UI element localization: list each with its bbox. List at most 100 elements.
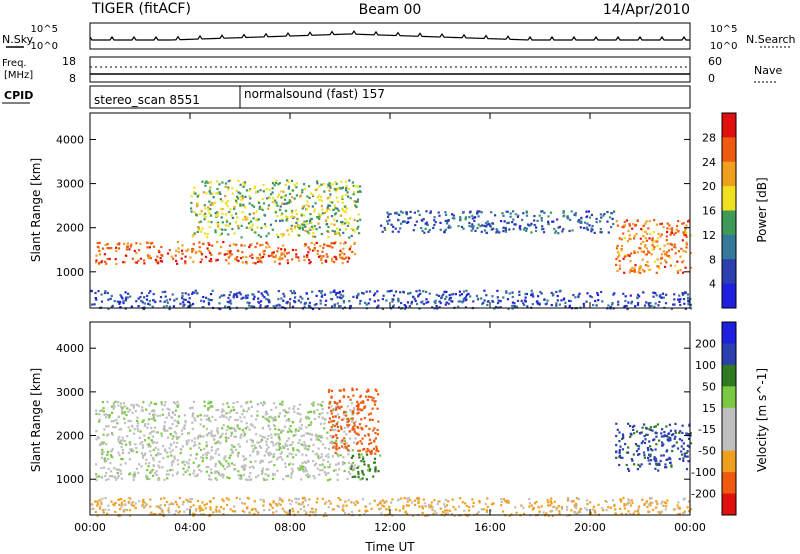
heatmap-cell <box>349 409 352 412</box>
heatmap-cell <box>301 226 304 229</box>
heatmap-cell <box>607 304 610 307</box>
heatmap-cell <box>120 477 123 480</box>
heatmap-cell <box>683 511 686 514</box>
heatmap-cell <box>365 425 368 428</box>
heatmap-cell <box>645 253 648 256</box>
heatmap-cell <box>689 508 692 511</box>
heatmap-cell <box>350 463 353 466</box>
heatmap-cell <box>137 259 140 262</box>
heatmap-cell <box>172 257 175 260</box>
heatmap-cell <box>636 468 639 471</box>
heatmap-cell <box>226 466 229 469</box>
heatmap-cell <box>306 230 309 233</box>
heatmap-cell <box>246 296 249 299</box>
heatmap-cell <box>623 271 626 274</box>
heatmap-cell <box>516 299 520 302</box>
heatmap-cell <box>397 297 400 300</box>
power-ytick-label: 4000 <box>56 133 84 146</box>
heatmap-cell <box>340 187 343 190</box>
heatmap-cell <box>335 405 338 408</box>
heatmap-cell <box>332 508 335 511</box>
heatmap-cell <box>348 300 351 303</box>
heatmap-cell <box>277 444 280 447</box>
heatmap-cell <box>336 422 339 425</box>
heatmap-cell <box>232 296 235 299</box>
heatmap-cell <box>192 249 195 252</box>
heatmap-cell <box>121 408 124 411</box>
heatmap-cell <box>339 296 342 299</box>
heatmap-cell <box>230 432 233 435</box>
heatmap-cell <box>317 447 320 450</box>
heatmap-cell <box>166 469 169 472</box>
heatmap-cell <box>229 416 232 419</box>
heatmap-cell <box>627 467 630 470</box>
heatmap-cell <box>310 438 313 441</box>
heatmap-cell <box>155 470 158 473</box>
heatmap-cell <box>608 216 612 219</box>
heatmap-cell <box>263 253 266 256</box>
heatmap-cell <box>254 245 257 249</box>
heatmap-cell <box>162 305 165 308</box>
heatmap-cell <box>236 424 239 427</box>
heatmap-cell <box>368 469 371 472</box>
heatmap-cell <box>323 243 326 246</box>
heatmap-cell <box>511 304 514 307</box>
heatmap-cell <box>280 253 283 256</box>
heatmap-cell <box>307 475 310 479</box>
heatmap-cell <box>312 227 315 231</box>
heatmap-cell <box>119 306 122 309</box>
heatmap-cell <box>246 425 249 429</box>
heatmap-cell <box>169 444 172 447</box>
heatmap-cell <box>102 511 105 514</box>
heatmap-cell <box>336 296 339 299</box>
heatmap-cell <box>256 410 259 413</box>
heatmap-cell <box>348 236 351 239</box>
heatmap-cell <box>423 231 426 234</box>
heatmap-cell <box>328 182 331 185</box>
heatmap-cell <box>424 222 427 225</box>
heatmap-cell <box>403 307 407 310</box>
heatmap-cell <box>234 418 237 422</box>
heatmap-cell <box>649 232 652 236</box>
heatmap-cell <box>270 408 273 411</box>
heatmap-cell <box>490 211 493 214</box>
heatmap-cell <box>275 201 278 204</box>
heatmap-cell <box>207 408 210 411</box>
heatmap-cell <box>316 196 319 199</box>
heatmap-cell <box>282 195 285 198</box>
heatmap-cell <box>333 261 336 264</box>
heatmap-cell <box>276 215 279 218</box>
heatmap-cell <box>564 301 567 304</box>
heatmap-cell <box>260 256 263 259</box>
heatmap-cell <box>654 240 657 243</box>
heatmap-cell <box>216 215 219 218</box>
heatmap-cell <box>243 459 246 462</box>
heatmap-cell <box>210 455 213 458</box>
heatmap-cell <box>373 403 377 406</box>
heatmap-cell <box>615 456 618 459</box>
heatmap-cell <box>200 230 203 233</box>
heatmap-cell <box>176 437 179 440</box>
heatmap-cell <box>309 410 312 413</box>
heatmap-cell <box>320 258 323 262</box>
heatmap-cell <box>575 512 578 515</box>
heatmap-cell <box>245 255 248 259</box>
heatmap-cell <box>191 302 195 306</box>
heatmap-cell <box>599 231 602 234</box>
heatmap-cell <box>332 408 335 411</box>
heatmap-cell <box>194 475 197 478</box>
heatmap-cell <box>239 257 243 260</box>
heatmap-cell <box>344 512 347 515</box>
heatmap-cell <box>114 258 117 261</box>
heatmap-cell <box>678 507 681 510</box>
heatmap-cell <box>210 471 213 474</box>
heatmap-cell <box>618 455 621 459</box>
heatmap-cell <box>267 452 270 455</box>
heatmap-cell <box>283 248 287 251</box>
heatmap-cell <box>347 195 350 198</box>
heatmap-cell <box>333 230 336 233</box>
heatmap-cell <box>206 233 209 236</box>
heatmap-cell <box>649 501 652 504</box>
heatmap-cell <box>287 510 290 513</box>
heatmap-cell <box>688 500 691 503</box>
